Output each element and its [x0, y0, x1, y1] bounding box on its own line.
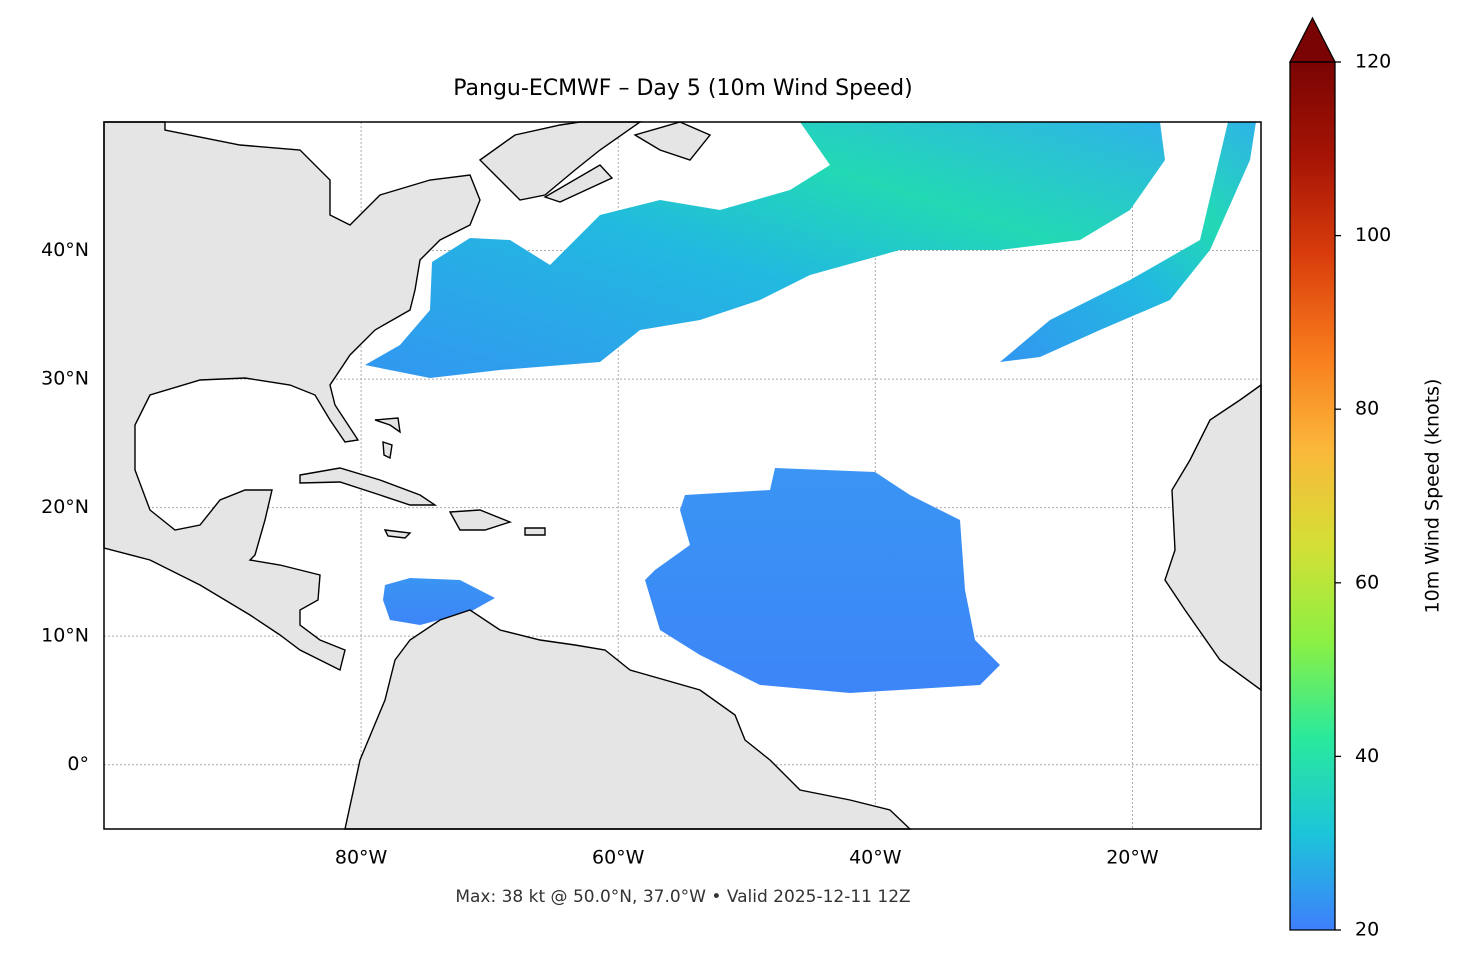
colorbar-tick-label: 20 — [1355, 919, 1379, 941]
y-tick-label: 40°N — [41, 239, 89, 261]
land — [103, 121, 1262, 830]
colorbar-extend — [1288, 16, 1337, 63]
y-tick-label: 10°N — [41, 625, 89, 647]
x-tick-label: 60°W — [592, 847, 645, 869]
colorbar-tick-label: 80 — [1355, 398, 1379, 420]
y-tick-label: 0° — [67, 753, 89, 775]
map-area — [103, 121, 1262, 830]
colorbar-tick-label: 100 — [1355, 224, 1391, 246]
footnote: Max: 38 kt @ 50.0°N, 37.0°W • Valid 2025… — [455, 887, 910, 907]
x-tick-label: 80°W — [335, 847, 388, 869]
y-tick-label: 20°N — [41, 496, 89, 518]
chart-title: Pangu-ECMWF – Day 5 (10m Wind Speed) — [453, 76, 912, 101]
y-tick-label: 30°N — [41, 368, 89, 390]
map-frame — [103, 121, 1262, 830]
colorbar-tick-label: 60 — [1355, 571, 1379, 593]
colorbar-tick-label: 40 — [1355, 745, 1379, 767]
colorbar-tick-label: 120 — [1355, 51, 1391, 73]
colorbar-label: 10m Wind Speed (knots) — [1422, 379, 1444, 614]
wind-field — [365, 122, 1256, 693]
x-tick-label: 40°W — [849, 847, 902, 869]
colorbar-scale — [1290, 62, 1335, 930]
colorbar: 20 40 60 80 100 120 — [1288, 16, 1391, 941]
x-tick-label: 20°W — [1106, 847, 1159, 869]
